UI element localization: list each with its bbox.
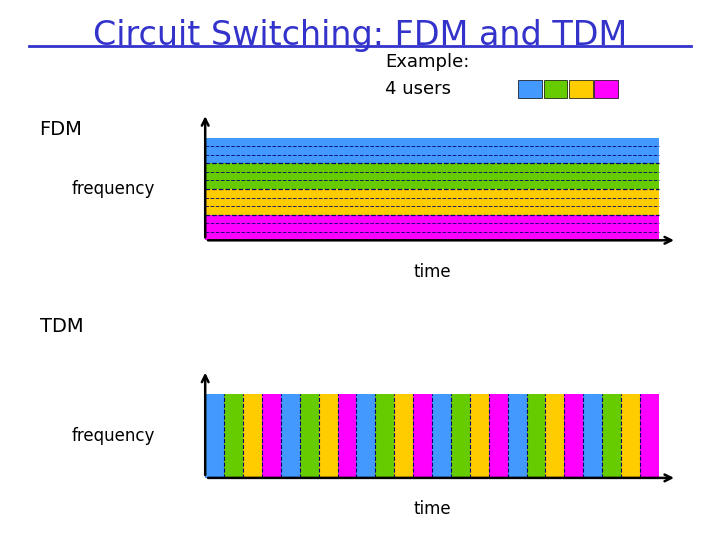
Bar — [205, 138, 659, 163]
Bar — [281, 394, 300, 478]
Bar — [544, 80, 567, 98]
Bar — [300, 394, 318, 478]
Bar — [640, 394, 659, 478]
Bar — [205, 214, 659, 240]
Bar — [432, 394, 451, 478]
Bar — [319, 394, 338, 478]
Bar — [395, 394, 413, 478]
Bar — [518, 80, 542, 98]
Bar — [375, 394, 395, 478]
Text: FDM: FDM — [40, 120, 83, 139]
Bar — [489, 394, 508, 478]
Bar — [338, 394, 356, 478]
Text: Circuit Switching: FDM and TDM: Circuit Switching: FDM and TDM — [93, 19, 627, 52]
Bar — [621, 394, 640, 478]
Bar — [569, 80, 593, 98]
Bar — [243, 394, 262, 478]
Text: frequency: frequency — [71, 180, 155, 198]
Bar — [413, 394, 432, 478]
Bar — [451, 394, 469, 478]
Bar — [205, 163, 659, 189]
Bar — [583, 394, 602, 478]
Bar — [602, 394, 621, 478]
Bar — [356, 394, 375, 478]
Text: time: time — [413, 262, 451, 281]
Bar — [564, 394, 583, 478]
Bar — [205, 394, 224, 478]
Bar — [594, 80, 618, 98]
Text: TDM: TDM — [40, 317, 84, 336]
Bar — [546, 394, 564, 478]
Bar — [526, 394, 546, 478]
Bar — [205, 189, 659, 214]
Bar — [224, 394, 243, 478]
Text: time: time — [413, 500, 451, 518]
Bar — [469, 394, 489, 478]
Bar — [508, 394, 526, 478]
Text: frequency: frequency — [71, 427, 155, 445]
Text: Example:: Example: — [385, 53, 469, 71]
Bar — [262, 394, 281, 478]
Text: 4 users: 4 users — [385, 80, 451, 98]
